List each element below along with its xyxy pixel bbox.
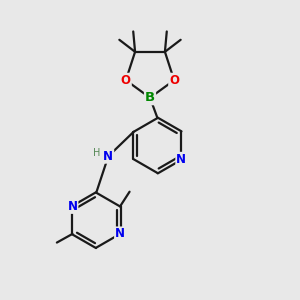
Text: O: O: [169, 74, 179, 87]
Text: N: N: [176, 153, 186, 166]
Text: O: O: [121, 74, 131, 87]
Text: N: N: [103, 150, 113, 163]
Text: B: B: [145, 91, 155, 104]
Text: H: H: [93, 148, 100, 158]
Text: N: N: [115, 227, 125, 240]
Text: N: N: [68, 200, 77, 213]
